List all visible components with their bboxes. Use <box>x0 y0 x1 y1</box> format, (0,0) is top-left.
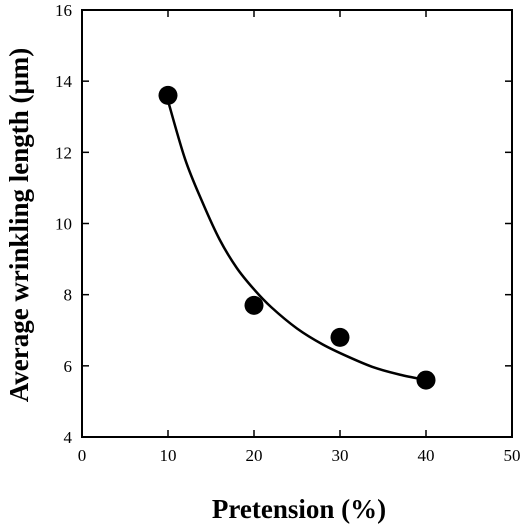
y-tick-label: 8 <box>64 286 73 305</box>
data-point <box>158 85 178 105</box>
y-tick-label: 4 <box>64 428 73 447</box>
y-tick-label: 14 <box>55 72 73 91</box>
x-axis-title: Pretension (%) <box>212 494 386 524</box>
y-axis-title: Average wrinkling length (μm) <box>4 48 34 403</box>
y-tick-label: 16 <box>55 1 72 20</box>
x-tick-label: 30 <box>332 446 349 465</box>
x-tick-label: 40 <box>418 446 435 465</box>
x-tick-label: 10 <box>160 446 177 465</box>
y-tick-label: 6 <box>64 357 73 376</box>
x-tick-label: 20 <box>246 446 263 465</box>
x-tick-label: 50 <box>504 446 521 465</box>
data-point <box>416 370 436 390</box>
data-point <box>330 327 350 347</box>
plot-area: 0 10 20 30 40 50 4 6 8 10 12 14 16 <box>55 1 521 465</box>
y-tick-label: 10 <box>55 215 72 234</box>
data-point <box>244 295 264 315</box>
y-tick-label: 12 <box>55 143 72 162</box>
x-tick-label: 0 <box>78 446 87 465</box>
fit-curve <box>166 100 427 382</box>
